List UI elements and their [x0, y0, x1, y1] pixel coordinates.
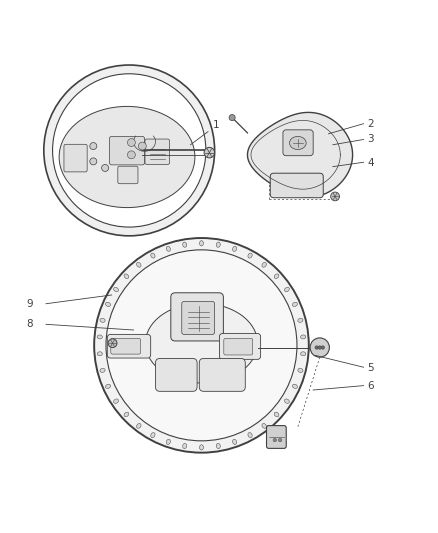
Text: 1: 1	[213, 120, 220, 130]
Ellipse shape	[200, 445, 203, 450]
Ellipse shape	[293, 302, 297, 306]
Ellipse shape	[233, 246, 237, 252]
Circle shape	[138, 142, 146, 150]
Ellipse shape	[248, 253, 252, 258]
Circle shape	[310, 338, 329, 357]
Ellipse shape	[145, 303, 258, 383]
Circle shape	[331, 192, 339, 201]
Ellipse shape	[216, 443, 220, 449]
FancyBboxPatch shape	[182, 302, 215, 334]
Circle shape	[108, 339, 117, 348]
Circle shape	[106, 250, 297, 441]
Ellipse shape	[59, 107, 195, 207]
Circle shape	[90, 158, 97, 165]
Ellipse shape	[248, 433, 252, 438]
FancyBboxPatch shape	[219, 334, 261, 359]
FancyBboxPatch shape	[111, 338, 141, 354]
Ellipse shape	[113, 399, 119, 403]
Ellipse shape	[97, 335, 102, 339]
Text: 3: 3	[367, 134, 374, 144]
Circle shape	[94, 238, 309, 453]
FancyBboxPatch shape	[118, 166, 138, 184]
Text: 6: 6	[367, 381, 374, 391]
Ellipse shape	[166, 439, 170, 445]
FancyBboxPatch shape	[283, 130, 313, 156]
Ellipse shape	[100, 368, 105, 373]
Ellipse shape	[183, 242, 187, 247]
Ellipse shape	[137, 424, 141, 429]
FancyBboxPatch shape	[270, 173, 323, 198]
Ellipse shape	[300, 335, 306, 339]
Text: 4: 4	[367, 158, 374, 168]
Ellipse shape	[284, 399, 290, 403]
Ellipse shape	[290, 136, 306, 150]
Ellipse shape	[233, 439, 237, 445]
Circle shape	[318, 346, 321, 349]
Ellipse shape	[262, 424, 266, 429]
Ellipse shape	[124, 412, 129, 417]
Ellipse shape	[274, 274, 279, 279]
Circle shape	[53, 74, 206, 227]
Ellipse shape	[100, 318, 105, 322]
Circle shape	[279, 438, 282, 442]
Circle shape	[127, 151, 135, 159]
FancyBboxPatch shape	[224, 338, 253, 355]
Circle shape	[315, 346, 318, 349]
Ellipse shape	[274, 412, 279, 417]
Ellipse shape	[97, 352, 102, 356]
FancyBboxPatch shape	[155, 359, 197, 391]
Ellipse shape	[216, 242, 220, 247]
Ellipse shape	[137, 262, 141, 267]
Ellipse shape	[284, 287, 290, 292]
Circle shape	[44, 65, 215, 236]
Polygon shape	[247, 112, 353, 197]
Circle shape	[273, 438, 277, 442]
Text: 9: 9	[26, 298, 33, 309]
Ellipse shape	[200, 241, 203, 246]
Ellipse shape	[183, 443, 187, 449]
Ellipse shape	[124, 274, 129, 279]
Circle shape	[102, 165, 109, 172]
Ellipse shape	[166, 246, 170, 252]
Text: 2: 2	[367, 119, 374, 128]
Ellipse shape	[298, 368, 303, 373]
Circle shape	[127, 139, 135, 147]
FancyBboxPatch shape	[199, 359, 245, 391]
FancyBboxPatch shape	[107, 334, 151, 358]
FancyBboxPatch shape	[64, 144, 87, 172]
Ellipse shape	[262, 262, 266, 267]
FancyBboxPatch shape	[171, 293, 223, 341]
Ellipse shape	[106, 384, 110, 389]
Text: 5: 5	[367, 362, 374, 373]
Ellipse shape	[298, 318, 303, 322]
FancyBboxPatch shape	[145, 139, 170, 165]
FancyBboxPatch shape	[110, 136, 145, 165]
Ellipse shape	[300, 352, 306, 356]
Ellipse shape	[151, 253, 155, 258]
Circle shape	[229, 115, 235, 120]
Ellipse shape	[113, 287, 119, 292]
Ellipse shape	[293, 384, 297, 389]
Ellipse shape	[106, 302, 110, 306]
Circle shape	[321, 346, 325, 349]
Text: 8: 8	[26, 319, 33, 329]
Circle shape	[204, 147, 215, 158]
Ellipse shape	[151, 433, 155, 438]
FancyBboxPatch shape	[266, 426, 286, 448]
Circle shape	[90, 142, 97, 150]
